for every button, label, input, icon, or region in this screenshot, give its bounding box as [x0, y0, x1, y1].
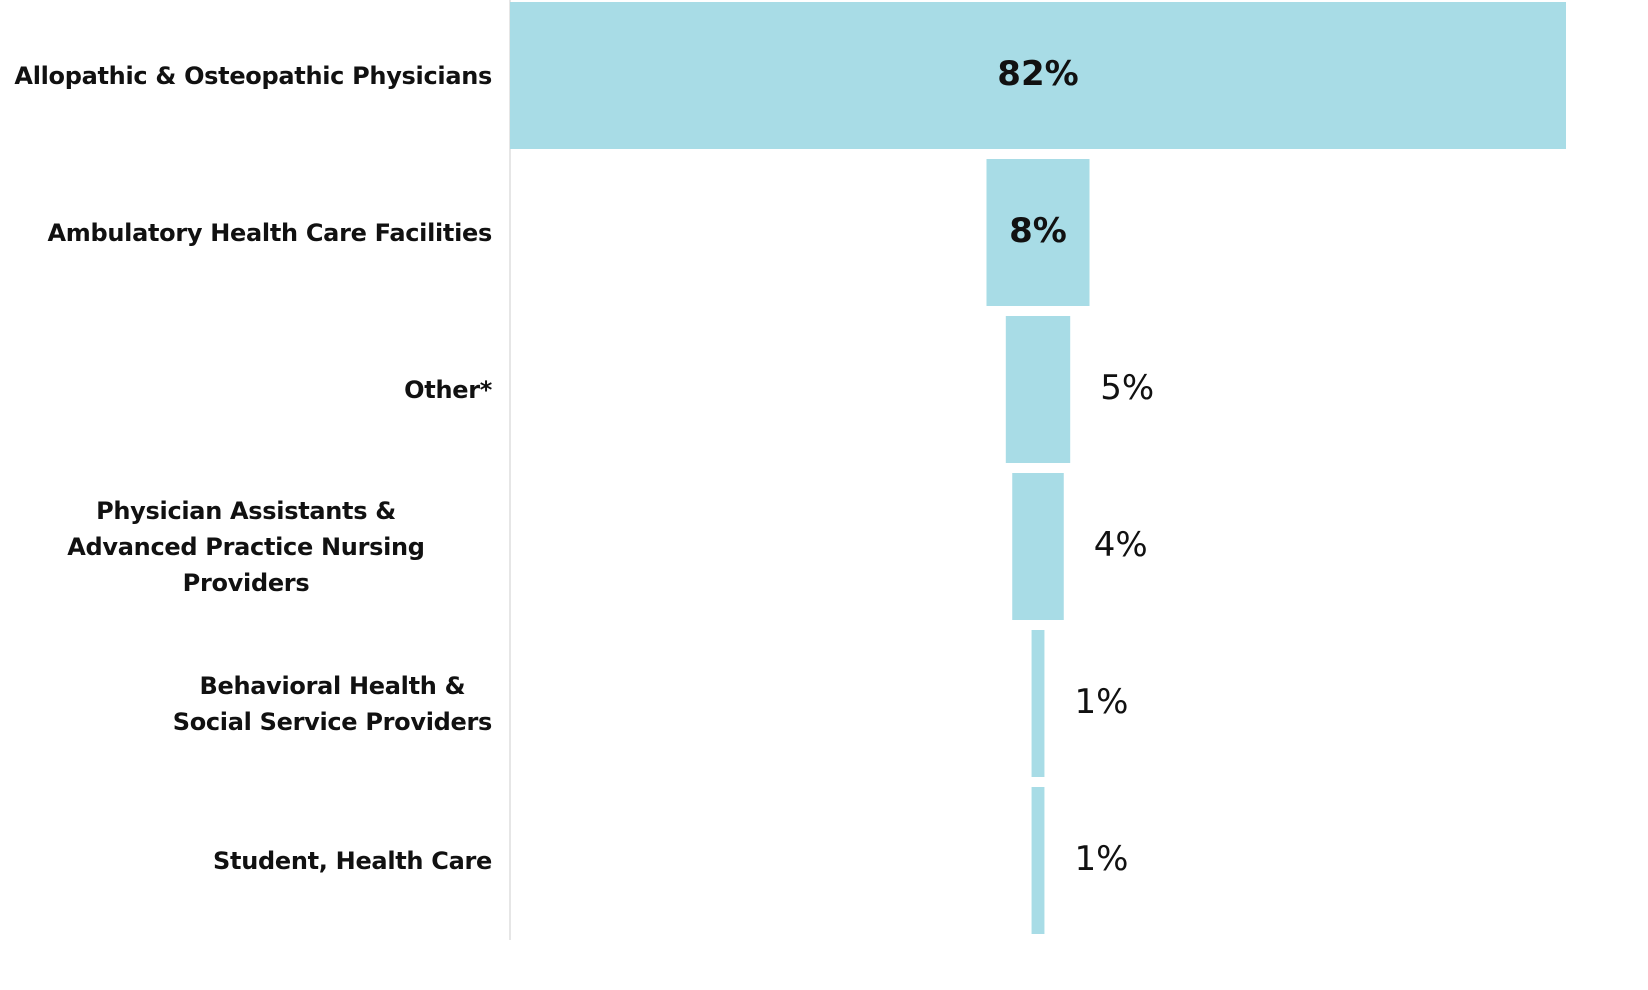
bar — [1012, 473, 1064, 620]
category-label: Behavioral Health & Social Service Provi… — [172, 671, 493, 736]
category-label: Ambulatory Health Care Facilities — [47, 218, 493, 247]
category-label: Other* — [404, 375, 492, 404]
bar — [1031, 630, 1045, 777]
value-label: 1% — [1074, 682, 1128, 722]
bar — [1031, 787, 1045, 934]
value-label: 5% — [1100, 368, 1154, 408]
bar — [986, 159, 1090, 306]
bar — [1005, 316, 1071, 463]
value-label: 82% — [997, 54, 1078, 94]
value-label: 1% — [1074, 839, 1128, 879]
value-label: 8% — [1009, 211, 1067, 251]
category-label: Physician Assistants & Advanced Practice… — [67, 496, 425, 597]
category-label: Allopathic & Osteopathic Physicians — [14, 61, 492, 90]
value-label: 4% — [1094, 525, 1148, 565]
category-label: Student, Health Care — [213, 846, 492, 875]
bar — [510, 2, 1566, 149]
